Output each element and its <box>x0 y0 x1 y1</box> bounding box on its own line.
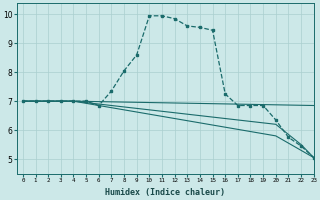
X-axis label: Humidex (Indice chaleur): Humidex (Indice chaleur) <box>105 188 225 197</box>
